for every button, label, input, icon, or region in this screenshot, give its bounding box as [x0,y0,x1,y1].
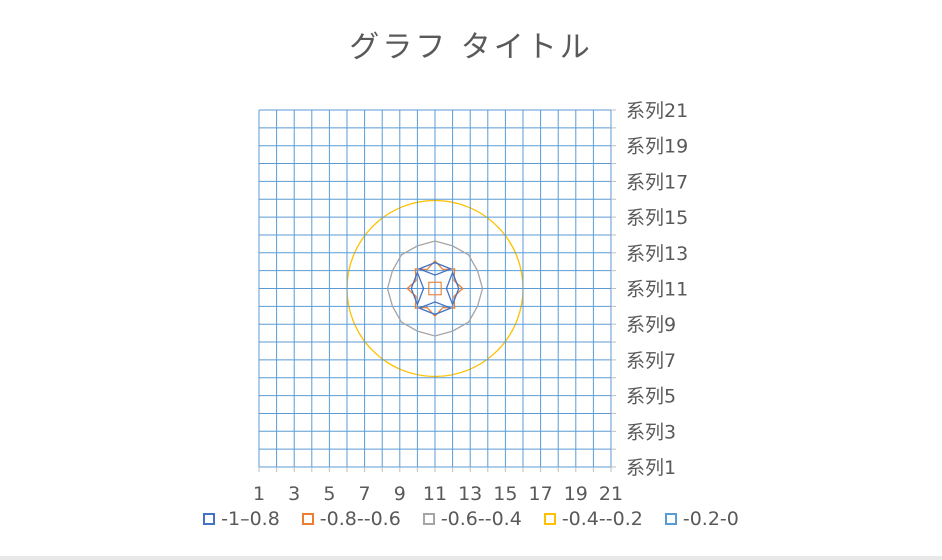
band-06-04-contour [386,240,484,337]
band-1-08-contour [417,301,453,316]
x-tick-label: 3 [288,483,300,505]
x-tick-label: 9 [394,483,406,505]
band-08-06-contour [406,259,464,318]
x-tick-label: 11 [423,483,447,505]
legend-label: -0.8--0.6 [319,508,401,530]
chart-title: グラフ タイトル [349,30,593,65]
x-tick-label: 21 [599,483,623,505]
legend-swatch [301,513,314,525]
legend-item: -0.4--0.2 [543,508,643,530]
y-tick-label: 系列5 [626,386,676,408]
center-contour [428,281,442,296]
y-tick-label: 系列13 [626,243,688,265]
y-tick-label: 系列21 [626,100,688,122]
legend-label: -0.2-0 [682,508,739,530]
y-tick-label: 系列11 [626,279,688,301]
legend-label: -1–0.8 [221,508,280,530]
y-tick-label: 系列17 [626,171,688,193]
x-tick-label: 17 [529,483,553,505]
x-tick-label: 7 [359,483,371,505]
legend-swatch [422,513,435,525]
x-tick-label: 13 [458,483,482,505]
y-tick-label: 系列15 [626,207,688,229]
legend-item: -1–0.8 [203,508,280,530]
y-tick-label: 系列7 [626,350,676,372]
band-1-08-contour [445,270,460,307]
legend-label: -0.6--0.4 [440,508,522,530]
y-tick-label: 系列19 [626,136,688,158]
band-1-08-contour [410,270,425,307]
legend-label: -0.4--0.2 [561,508,643,530]
x-tick-label: 5 [323,483,335,505]
bottom-divider [0,556,942,560]
band-1-08-contour [417,261,453,276]
y-tick-label: 系列9 [626,314,676,336]
x-tick-label: 15 [493,483,517,505]
y-tick-label: 系列1 [626,457,676,479]
legend: -1–0.8 -0.8--0.6 -0.6--0.4 -0.4--0.2 -0.2-0 [0,508,942,530]
legend-item: -0.2-0 [664,508,739,530]
legend-item: -0.8--0.6 [301,508,401,530]
legend-item: -0.6--0.4 [422,508,522,530]
legend-swatch [664,513,677,525]
y-tick-label: 系列3 [626,421,676,443]
x-tick-label: 19 [564,483,588,505]
legend-swatch [543,513,556,525]
x-tick-label: 1 [253,483,265,505]
legend-swatch [203,513,216,525]
